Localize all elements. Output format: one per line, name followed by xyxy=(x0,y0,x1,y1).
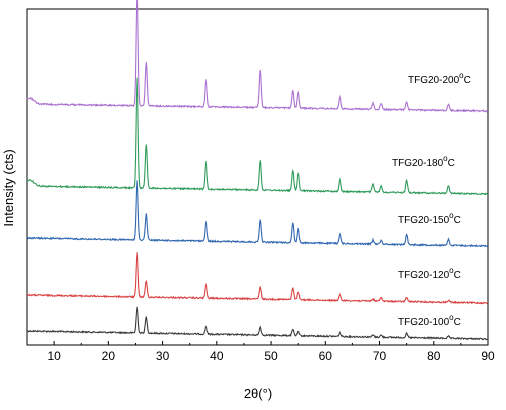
plot-area xyxy=(26,8,489,346)
axes: 10 20 30 40 50 60 70 80 90 xyxy=(26,341,495,363)
series-line-tfg20-200 xyxy=(26,0,489,113)
series-label-tfg20-100: TFG20-100oC xyxy=(398,313,461,328)
plot-frame xyxy=(26,8,489,346)
series-line-tfg20-150 xyxy=(26,180,489,248)
x-tick-label-60: 60 xyxy=(319,349,333,363)
x-tick-label-10: 10 xyxy=(47,349,61,363)
series-layer xyxy=(26,0,489,341)
x-tick-label-20: 20 xyxy=(102,349,116,363)
series-label-tfg20-200: TFG20-200oC xyxy=(408,71,471,86)
series-label-tfg20-180: TFG20-180oC xyxy=(392,154,455,169)
x-tick-label-70: 70 xyxy=(373,349,387,363)
x-tick-label-50: 50 xyxy=(264,349,278,363)
series-line-tfg20-120 xyxy=(26,252,489,305)
y-axis-title: Intensity (cts) xyxy=(1,149,16,226)
series-label-tfg20-150: TFG20-150oC xyxy=(398,211,461,226)
series-line-tfg20-180 xyxy=(26,77,489,196)
x-tick-label-90: 90 xyxy=(481,349,495,363)
series-label-tfg20-120: TFG20-120oC xyxy=(398,266,461,281)
series-line-tfg20-100 xyxy=(26,306,489,341)
x-axis-title: 2θ(°) xyxy=(244,386,272,401)
x-tick-label-40: 40 xyxy=(210,349,224,363)
series-labels: TFG20-100oC TFG20-120oC TFG20-150oC TFG20-1… xyxy=(392,71,471,328)
x-tick-label-80: 80 xyxy=(427,349,441,363)
x-tick-label-30: 30 xyxy=(156,349,170,363)
